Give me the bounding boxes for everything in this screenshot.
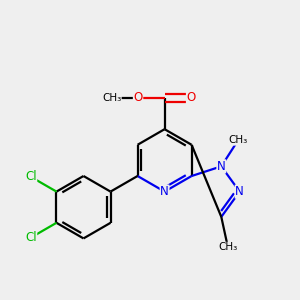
Text: CH₃: CH₃ <box>218 242 238 252</box>
Text: CH₃: CH₃ <box>102 93 121 103</box>
Text: Cl: Cl <box>25 170 37 183</box>
Text: N: N <box>160 185 169 198</box>
Text: N: N <box>217 160 226 173</box>
Text: Cl: Cl <box>25 231 37 244</box>
Text: O: O <box>187 92 196 104</box>
Text: N: N <box>235 185 244 198</box>
Text: CH₃: CH₃ <box>229 135 248 145</box>
Text: O: O <box>134 92 143 104</box>
